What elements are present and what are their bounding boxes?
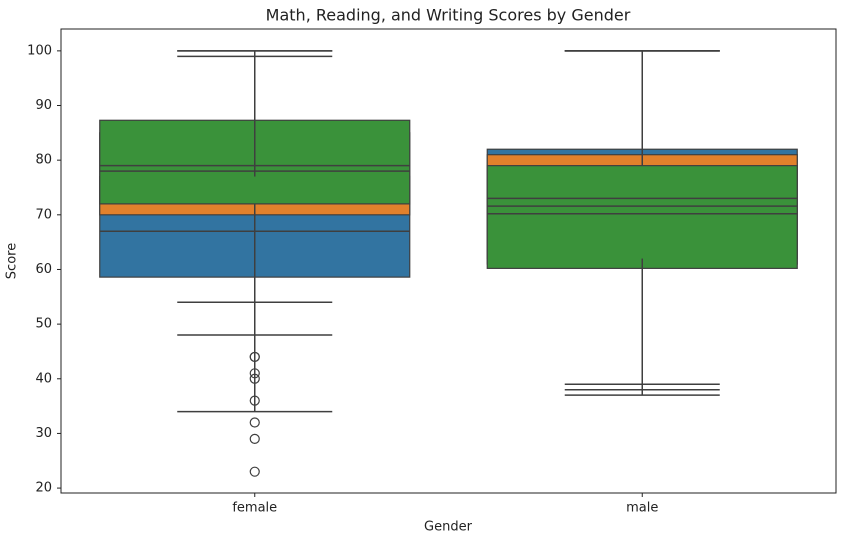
outlier [249, 351, 260, 363]
box-lines [99, 50, 798, 477]
outlier [249, 373, 260, 384]
outlier [249, 395, 260, 406]
plot-frame [60, 28, 837, 494]
y-tick-label: 20 [35, 481, 52, 496]
y-tick-label: 80 [35, 153, 52, 168]
outlier [249, 417, 260, 428]
outlier [249, 466, 260, 477]
chart-title: Math, Reading, and Writing Scores by Gen… [266, 6, 631, 25]
y-tick-label: 70 [35, 207, 52, 222]
outlier [249, 368, 260, 379]
x-axis-label: Gender [424, 520, 473, 535]
y-axis-label: Score [5, 243, 20, 279]
x-tick-label: male [626, 501, 658, 516]
y-tick-label: 100 [27, 43, 52, 58]
x-tick-label: female [232, 501, 277, 516]
y-tick-label: 60 [35, 262, 52, 277]
y-tick-label: 90 [35, 98, 52, 113]
outlier [249, 433, 260, 444]
box [486, 165, 798, 269]
y-tick-label: 30 [35, 426, 52, 441]
y-tick-label: 50 [35, 317, 52, 332]
y-tick-label: 40 [35, 371, 52, 386]
